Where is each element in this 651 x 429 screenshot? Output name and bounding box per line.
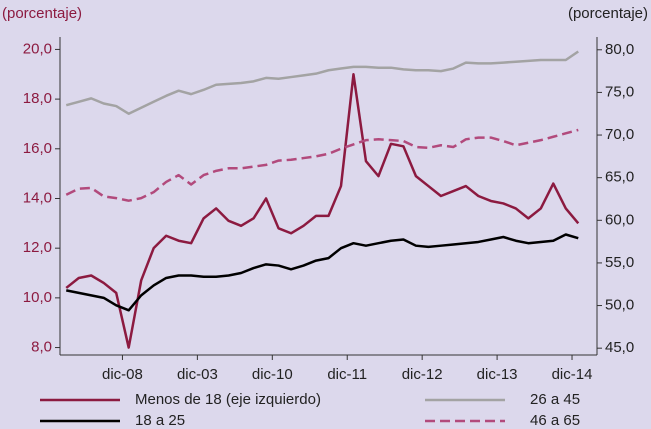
line-series — [65, 73, 580, 349]
y2-tick-label: 75,0 — [605, 83, 634, 100]
legend-label: 26 a 45 — [530, 391, 580, 408]
y2-tick-label: 65,0 — [605, 169, 634, 186]
y-tick-label: 20,0 — [23, 40, 52, 57]
legend-label: Menos de 18 (eje izquierdo) — [135, 391, 321, 408]
x-tick-label: dic-08 — [102, 366, 143, 383]
y2-tick-label: 70,0 — [605, 126, 634, 143]
x-tick-label: dic-14 — [552, 366, 593, 383]
x-tick-label: dic-12 — [402, 366, 443, 383]
line-series — [65, 128, 579, 202]
legend-label: 46 a 65 — [530, 412, 580, 429]
y2-tick-label: 80,0 — [605, 41, 634, 58]
line-series — [66, 233, 579, 312]
legend-label: 18 a 25 — [135, 412, 185, 429]
y2-tick-label: 50,0 — [605, 297, 634, 314]
line-series — [65, 50, 579, 115]
y-axis-label: (porcentaje) — [2, 5, 82, 22]
y-tick-label: 16,0 — [23, 140, 52, 157]
y-tick-label: 10,0 — [23, 289, 52, 306]
x-tick-label: dic-03 — [177, 366, 218, 383]
y2-axis-label: (porcentaje) — [568, 5, 648, 22]
y-tick-label: 12,0 — [23, 239, 52, 256]
x-tick-label: dic-10 — [252, 366, 293, 383]
y2-tick-label: 60,0 — [605, 211, 634, 228]
y2-tick-label: 55,0 — [605, 254, 634, 271]
y-tick-label: 8,0 — [31, 339, 52, 356]
y-tick-label: 18,0 — [23, 90, 52, 107]
y-tick-label: 14,0 — [23, 189, 52, 206]
y2-tick-label: 45,0 — [605, 339, 634, 356]
x-tick-label: dic-11 — [327, 366, 367, 383]
x-tick-label: dic-13 — [477, 366, 518, 383]
